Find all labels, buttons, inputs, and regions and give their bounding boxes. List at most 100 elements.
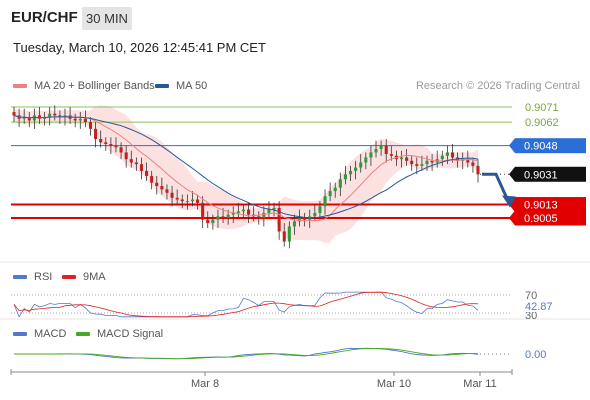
candle-body [109, 144, 113, 146]
candle-body [63, 115, 67, 118]
timeframe-badge[interactable]: 30 MIN [82, 7, 132, 30]
candle-body [114, 145, 118, 148]
candle-body [272, 207, 276, 210]
level-label: 0.9062 [525, 117, 559, 129]
level-tag-pointer [509, 138, 515, 154]
candle-body [318, 206, 322, 213]
x-tick-label: Mar 8 [191, 378, 219, 390]
rsi-ma-swatch [62, 275, 76, 279]
datetime-label: Tuesday, March 10, 2026 12:45:41 PM CET [13, 40, 266, 55]
level-tag [515, 197, 586, 213]
rsi-value-bg [521, 299, 557, 312]
candle-body [374, 149, 378, 153]
candle-body [277, 207, 281, 232]
candle-body [150, 175, 154, 183]
candle-body [78, 118, 82, 121]
legend-ma20: MA 20 + Bollinger Bands [13, 80, 155, 92]
candle-body [88, 122, 93, 129]
candle-body [313, 212, 317, 217]
candle-body [231, 212, 235, 215]
candle-body [221, 216, 225, 218]
ma20-swatch [13, 84, 27, 88]
rsi-swatch [13, 275, 27, 279]
level-label: 0.9031 [524, 169, 558, 181]
macd-zero-label: 0.00 [525, 349, 546, 361]
candle-body [37, 115, 42, 119]
macd-swatch [13, 332, 27, 336]
level-tag-pointer [509, 166, 515, 182]
rsi-value-label: 42.87 [525, 301, 553, 313]
candle-body [328, 191, 332, 197]
level-tag-pointer [509, 210, 515, 226]
level-tag [515, 138, 586, 154]
macd-signal-line [14, 347, 479, 360]
candle-body [399, 157, 404, 160]
macd-signal-swatch [76, 332, 90, 336]
credit-label: Research © 2026 Trading Central [415, 80, 580, 92]
candle-body [415, 164, 419, 166]
forecast-arrow-head [502, 195, 516, 208]
candle-body [185, 201, 189, 203]
legend-ma20-label: MA 20 + Bollinger Bands [34, 80, 155, 92]
candle-body [170, 192, 174, 198]
candle-body [379, 145, 383, 150]
candle-body [145, 170, 149, 176]
level-label: 0.9005 [524, 213, 558, 225]
legend-ma50: MA 50 [155, 80, 207, 92]
candle-body [124, 152, 128, 160]
level-label: 0.9071 [525, 102, 559, 114]
rsi-30-label: 30 [525, 310, 537, 322]
candle-body [292, 221, 296, 227]
candle-body [53, 113, 57, 116]
candle-body [73, 118, 77, 121]
candle-body [247, 209, 251, 215]
candle-body [425, 160, 429, 165]
rsi-line [13, 291, 479, 318]
legend-rsi: RSI [13, 271, 52, 283]
candle-body [180, 199, 184, 202]
ma50-swatch [155, 84, 169, 88]
legend-macd-signal: MACD Signal [76, 328, 163, 340]
candle-body [298, 218, 302, 222]
candle-body [466, 159, 470, 163]
candle-body [389, 154, 393, 156]
candle-body [445, 152, 449, 156]
level-label: 0.9048 [524, 141, 558, 153]
candle-body [405, 157, 409, 161]
candle-body [420, 164, 424, 166]
legend-rsi-ma-label: 9MA [83, 271, 106, 283]
candle-body [155, 182, 159, 187]
candle-body [226, 214, 230, 218]
candle-body [450, 152, 455, 158]
bollinger-band [14, 105, 478, 244]
legend-rsi-label: RSI [34, 271, 53, 283]
candle-body [471, 162, 475, 166]
candle-body [338, 179, 342, 188]
candle-body [129, 159, 133, 163]
candle-body [287, 226, 291, 242]
candle-body [267, 209, 271, 213]
candle-body [257, 216, 261, 218]
candle-body [94, 128, 98, 139]
candle-body [32, 115, 36, 121]
candle-body [119, 147, 123, 153]
candle-body [134, 162, 138, 165]
candle-body [354, 167, 358, 171]
candle-body [369, 152, 373, 158]
candle-body [99, 138, 103, 143]
candle-body [262, 212, 266, 218]
ma20-line [13, 114, 479, 222]
candle-body [206, 219, 210, 224]
candle-body [216, 216, 220, 220]
legend-macd: MACD [13, 328, 66, 340]
legend-rsi-ma: 9MA [62, 271, 106, 283]
x-tick-label: Mar 11 [463, 378, 496, 390]
candle-body [104, 142, 108, 144]
level-label: 0.9013 [524, 200, 558, 212]
rsi-ma-line [13, 291, 479, 318]
candle-body [333, 187, 337, 192]
macd-line [14, 347, 479, 360]
candle-body [348, 170, 353, 175]
candle-body [282, 231, 286, 242]
